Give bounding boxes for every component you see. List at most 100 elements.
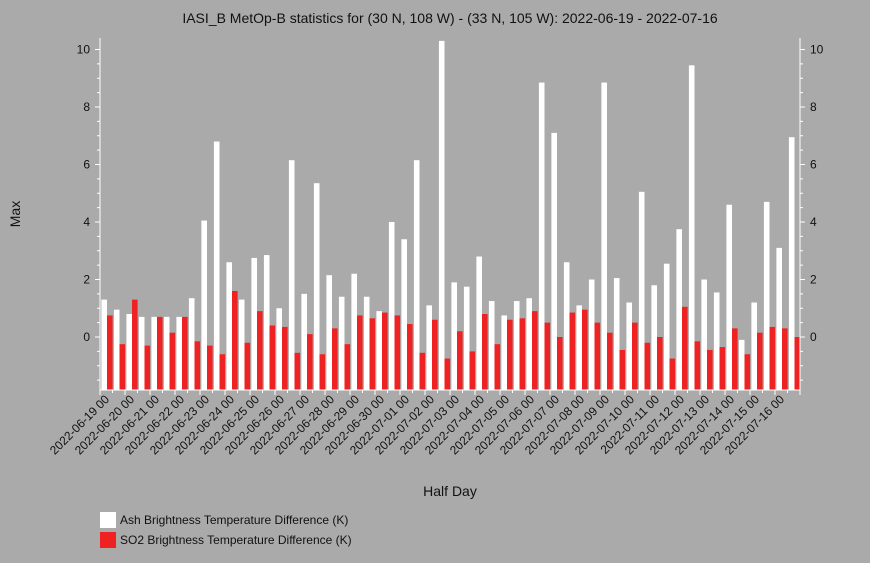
bar-so2 <box>357 315 363 390</box>
bar-ash <box>638 191 645 390</box>
bar-so2 <box>569 312 576 390</box>
bar-so2 <box>457 331 463 390</box>
bar-ash <box>401 239 407 390</box>
legend-swatch-ash <box>100 512 116 528</box>
bar-so2 <box>582 309 588 390</box>
bar-so2 <box>307 334 313 391</box>
bar-ash <box>776 247 782 391</box>
bar-ash <box>426 305 432 391</box>
bars-group <box>101 40 801 391</box>
y-tick-label-left: 0 <box>83 330 90 344</box>
bar-ash <box>738 339 745 391</box>
bar-so2 <box>469 351 476 391</box>
bar-ash <box>226 262 232 390</box>
y-tick-label-right: 0 <box>810 330 817 344</box>
bar-so2 <box>207 345 213 391</box>
y-tick-label-right: 10 <box>810 43 824 57</box>
y-tick-label-left: 4 <box>83 215 90 229</box>
legend-label-so2: SO2 Brightness Temperature Difference (K… <box>120 533 352 547</box>
bar-ash <box>601 82 607 390</box>
y-tick-label-left: 2 <box>83 273 90 287</box>
bar-so2 <box>607 332 613 390</box>
bar-ash <box>151 316 157 391</box>
bar-ash <box>676 229 682 390</box>
bar-ash <box>126 314 132 390</box>
bar-ash <box>438 40 445 391</box>
bar-ash <box>376 311 382 391</box>
bar-ash <box>351 273 357 390</box>
bar-ash <box>113 309 120 390</box>
bar-ash <box>588 279 595 390</box>
bar-ash <box>788 137 795 390</box>
bar-ash <box>551 132 557 391</box>
bar-so2 <box>369 318 376 390</box>
bar-ash <box>688 65 695 390</box>
y-tick-label-right: 6 <box>810 158 817 172</box>
bar-ash <box>663 263 670 390</box>
bar-ash <box>726 204 732 390</box>
bar-ash <box>563 262 570 390</box>
bar-so2 <box>319 354 326 390</box>
y-tick-label-right: 8 <box>810 100 817 114</box>
bar-so2 <box>294 352 301 390</box>
bar-ash <box>751 302 757 390</box>
bar-so2 <box>694 341 701 390</box>
bar-ash <box>763 201 770 391</box>
bar-ash <box>363 296 370 390</box>
bar-ash <box>313 183 320 390</box>
bar-so2 <box>544 322 551 391</box>
bar-so2 <box>157 316 163 391</box>
bar-so2 <box>644 342 651 390</box>
bar-so2 <box>482 314 488 390</box>
bar-ash <box>288 160 295 390</box>
bar-so2 <box>769 326 776 390</box>
bar-ash <box>301 293 307 391</box>
bar-ash <box>338 296 345 390</box>
x-axis-label: Half Day <box>423 483 477 499</box>
bar-so2 <box>194 341 201 390</box>
bar-so2 <box>244 342 251 390</box>
bar-ash <box>263 255 270 390</box>
bar-so2 <box>144 345 151 391</box>
bar-ash <box>188 298 195 390</box>
bar-so2 <box>382 312 388 390</box>
bar-so2 <box>282 326 288 390</box>
bar-so2 <box>332 328 338 391</box>
bar-ash <box>501 315 507 390</box>
bar-so2 <box>132 299 138 391</box>
y-tick-label-right: 4 <box>810 215 817 229</box>
bar-ash <box>713 292 720 390</box>
bar-ash <box>176 316 182 391</box>
bar-so2 <box>444 358 451 390</box>
bar-ash <box>138 316 145 391</box>
bar-so2 <box>219 354 226 390</box>
bar-so2 <box>669 358 676 390</box>
bar-ash <box>388 222 395 390</box>
bar-so2 <box>232 291 238 390</box>
bar-so2 <box>757 332 763 390</box>
bar-so2 <box>344 344 351 390</box>
bar-ash <box>538 82 545 390</box>
bar-ash <box>413 160 420 390</box>
bar-so2 <box>632 322 638 391</box>
bar-ash <box>513 301 520 390</box>
bar-so2 <box>619 349 626 390</box>
bar-ash <box>488 301 495 390</box>
bar-so2 <box>494 344 501 390</box>
bar-so2 <box>732 328 738 391</box>
bar-so2 <box>169 332 176 390</box>
legend-swatch-so2 <box>100 532 116 548</box>
bar-ash <box>163 316 170 391</box>
bar-ash <box>701 279 707 390</box>
bar-so2 <box>432 319 438 390</box>
bar-so2 <box>507 319 513 390</box>
y-tick-label-right: 2 <box>810 273 817 287</box>
bar-so2 <box>519 318 526 390</box>
bar-so2 <box>407 324 413 390</box>
bar-ash <box>251 257 257 390</box>
bar-so2 <box>782 328 788 391</box>
bar-so2 <box>794 337 801 390</box>
legend-label-ash: Ash Brightness Temperature Difference (K… <box>120 513 348 527</box>
bar-ash <box>451 282 457 391</box>
